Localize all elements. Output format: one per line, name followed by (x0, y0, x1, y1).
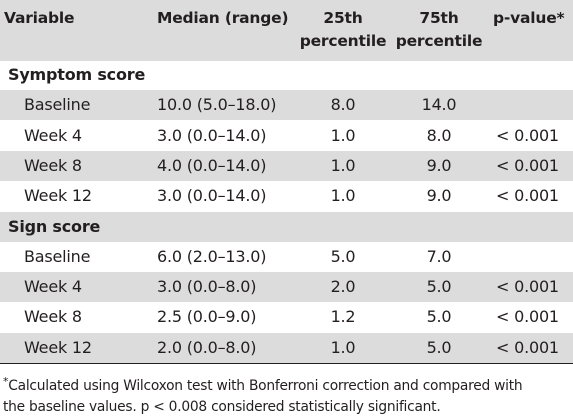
header-p25: 25th percentile (300, 7, 387, 53)
header-pvalue: p-value* (493, 9, 565, 27)
cell-p75: 7.0 (426, 246, 452, 266)
cell-median-range: 6.0 (2.0–13.0) (157, 246, 267, 266)
cell-pvalue: < 0.001 (496, 307, 559, 327)
footnote-line-1: *Calculated using Wilcoxon test with Bon… (3, 371, 571, 397)
footnote-text-1: Calculated using Wilcoxon test with Bonf… (8, 378, 523, 394)
cell-median-range: 10.0 (5.0–18.0) (157, 95, 277, 115)
cell-variable: Baseline (24, 246, 91, 266)
section-label: Sign score (8, 216, 101, 236)
cell-median-range: 3.0 (0.0–8.0) (157, 277, 257, 297)
cell-variable: Week 4 (24, 125, 82, 145)
table-row: Week 8 4.0 (0.0–14.0) 1.0 9.0 < 0.001 (0, 150, 573, 181)
cell-p75: 5.0 (426, 277, 452, 297)
table-row: Week 8 2.5 (0.0–9.0) 1.2 5.0 < 0.001 (0, 302, 573, 332)
section-row: Sign score (0, 211, 573, 242)
cell-pvalue: < 0.001 (496, 337, 559, 357)
table-footnote: *Calculated using Wilcoxon test with Bon… (3, 371, 571, 418)
header-p75-line2: percentile (395, 32, 483, 50)
cell-variable: Week 4 (24, 277, 82, 297)
cell-p25: 1.0 (330, 155, 356, 175)
table-bottom-rule (0, 363, 573, 364)
cell-variable: Week 8 (24, 307, 82, 327)
cell-p25: 1.0 (330, 125, 356, 145)
cell-p75: 5.0 (426, 337, 452, 357)
cell-pvalue: < 0.001 (496, 277, 559, 297)
cell-variable: Week 8 (24, 155, 82, 175)
cell-variable: Baseline (24, 95, 91, 115)
table-row: Week 12 3.0 (0.0–14.0) 1.0 9.0 < 0.001 (0, 181, 573, 211)
cell-pvalue: < 0.001 (496, 125, 559, 145)
cell-p25: 8.0 (330, 95, 356, 115)
header-median-range: Median (range) (157, 9, 289, 27)
table-row: Baseline 6.0 (2.0–13.0) 5.0 7.0 (0, 242, 573, 272)
cell-median-range: 3.0 (0.0–14.0) (157, 186, 267, 206)
cell-p75: 8.0 (426, 125, 452, 145)
cell-p75: 5.0 (426, 307, 452, 327)
cell-median-range: 3.0 (0.0–14.0) (157, 125, 267, 145)
table-row: Week 12 2.0 (0.0–8.0) 1.0 5.0 < 0.001 (0, 332, 573, 363)
cell-pvalue: < 0.001 (496, 186, 559, 206)
table-header: Variable Median (range) 25th percentile … (0, 0, 573, 61)
cell-p75: 14.0 (421, 95, 457, 115)
cell-p25: 1.0 (330, 337, 356, 357)
cell-median-range: 4.0 (0.0–14.0) (157, 155, 267, 175)
cell-median-range: 2.0 (0.0–8.0) (157, 337, 257, 357)
header-variable: Variable (4, 9, 75, 27)
table-row: Week 4 3.0 (0.0–14.0) 1.0 8.0 < 0.001 (0, 121, 573, 151)
section-row: Symptom score (0, 60, 573, 90)
table-row: Week 4 3.0 (0.0–8.0) 2.0 5.0 < 0.001 (0, 272, 573, 303)
cell-p75: 9.0 (426, 155, 452, 175)
cell-p25: 1.2 (330, 307, 356, 327)
cell-p75: 9.0 (426, 186, 452, 206)
header-p25-line1: 25th (323, 9, 363, 27)
header-p75: 75th percentile (396, 7, 483, 53)
cell-p25: 5.0 (330, 246, 356, 266)
cell-pvalue: < 0.001 (496, 155, 559, 175)
cell-median-range: 2.5 (0.0–9.0) (157, 307, 257, 327)
cell-p25: 1.0 (330, 186, 356, 206)
cell-p25: 2.0 (330, 277, 356, 297)
header-p75-line1: 75th (419, 9, 459, 27)
footnote-marker: * (3, 375, 9, 388)
header-p25-line2: percentile (299, 32, 387, 50)
cell-variable: Week 12 (24, 337, 92, 357)
section-label: Symptom score (8, 65, 146, 84)
table-row: Baseline 10.0 (5.0–18.0) 8.0 14.0 (0, 90, 573, 121)
cell-variable: Week 12 (24, 186, 92, 206)
footnote-line-2: the baseline values. p < 0.008 considere… (3, 399, 441, 415)
